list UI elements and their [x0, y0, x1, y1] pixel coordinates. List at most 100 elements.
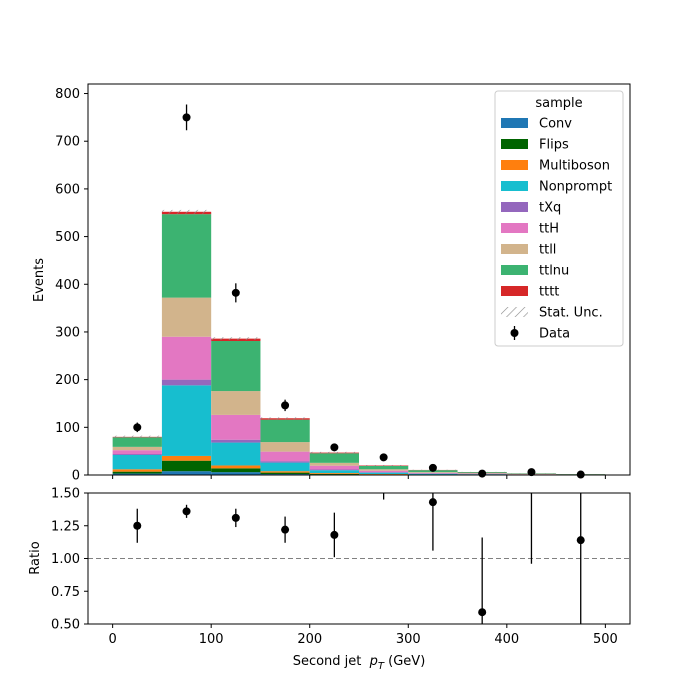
bottom-x-tick-label: 200 [297, 632, 322, 647]
legend-swatch-tttt [501, 286, 528, 296]
legend-swatch-multiboson [501, 160, 528, 170]
bar-ttll-bin-4 [309, 462, 359, 466]
data-point-3 [281, 401, 290, 410]
bottom-y-axis-label: Ratio [28, 541, 43, 574]
legend-label-nonprompt: Nonprompt [539, 180, 612, 195]
legend-label-multiboson: Multiboson [539, 159, 610, 174]
bottom-axes: 0.50 0.75 1.00 1.25 1.50 0 100 200 300 400 500 [51, 487, 631, 647]
x-axis-label-prefix: Second jet [293, 654, 370, 669]
bar-nonprompt-bin-0 [112, 454, 162, 470]
bar-tth-bin-2 [211, 414, 261, 440]
bar-tth-bin-4 [309, 465, 359, 470]
legend-swatch-tth [501, 223, 528, 233]
stat-unc-band-bin-4 [309, 451, 359, 454]
bar-txq-bin-2 [211, 439, 261, 443]
legend-swatch-nonprompt [501, 181, 528, 191]
bar-nonprompt-bin-2 [211, 442, 261, 466]
legend-swatch-txq [501, 202, 528, 212]
bottom-x-tick-label: 500 [593, 632, 618, 647]
bottom-y-tick-label: 1.00 [51, 552, 80, 567]
bar-flips-bin-0 [112, 471, 162, 474]
bar-nonprompt-bin-3 [260, 462, 310, 472]
bottom-y-tick-label: 0.50 [51, 618, 80, 633]
bar-tth-bin-5 [359, 470, 409, 473]
bar-multiboson-bin-4 [309, 473, 359, 475]
legend-label-ttlnu: ttlnu [539, 264, 569, 279]
bar-tth-bin-6 [408, 472, 458, 474]
bar-multiboson-bin-3 [260, 471, 310, 473]
data-point-7 [478, 469, 487, 478]
bottom-y-tick-label: 1.50 [51, 487, 80, 502]
legend-data-marker [510, 329, 519, 337]
legend-label-txq: tXq [539, 201, 561, 216]
data-point-2 [231, 288, 240, 297]
ratio-point-6 [428, 498, 437, 507]
top-y-tick-label: 600 [55, 182, 80, 197]
ratio-point-0 [133, 521, 142, 530]
bottom-y-tick-label: 1.25 [51, 519, 80, 534]
legend-label-stat-unc-: Stat. Unc. [539, 306, 603, 321]
bar-flips-bin-2 [211, 468, 261, 473]
bar-txq-bin-4 [309, 469, 359, 471]
data-points [133, 104, 585, 479]
legend-swatch-flips [501, 139, 528, 149]
bar-nonprompt-bin-4 [309, 470, 359, 474]
legend-label-tttt: tttt [539, 285, 559, 300]
bottom-x-tick-label: 0 [108, 632, 116, 647]
bar-tth-bin-3 [260, 451, 310, 462]
legend-label-conv: Conv [539, 117, 572, 132]
ratio-point-9 [576, 536, 585, 545]
ratio-points [133, 493, 585, 624]
ratio-point-3 [281, 525, 290, 534]
top-y-tick-label: 300 [55, 325, 80, 340]
bar-nonprompt-bin-6 [408, 473, 458, 475]
bar-multiboson-bin-0 [112, 469, 162, 472]
x-axis-label-unit: (GeV) [384, 654, 425, 669]
ratio-point-7 [478, 608, 487, 617]
top-y-tick-label: 800 [55, 87, 80, 102]
bar-ttll-bin-3 [260, 442, 310, 452]
top-plot-frame [87, 83, 631, 476]
bar-ttll-bin-0 [112, 446, 162, 451]
bar-tth-bin-0 [112, 450, 162, 455]
stat-unc-band-bin-0 [112, 435, 162, 439]
bar-ttlnu-bin-5 [359, 465, 409, 470]
bar-multiboson-bin-1 [161, 455, 212, 461]
stat-unc-band-bin-1 [161, 209, 212, 214]
bar-ttll-bin-1 [161, 297, 212, 337]
legend: sample Conv Flips Multiboson Nonprompt tXq ttH… [494, 90, 624, 347]
legend-swatch-ttll [501, 244, 528, 254]
bottom-y-tick-label: 0.75 [51, 585, 80, 600]
bar-nonprompt-bin-1 [161, 385, 212, 456]
bar-flips-bin-1 [161, 460, 212, 472]
x-axis-label: Second jet pT (GeV) [293, 654, 426, 672]
data-point-5 [379, 453, 388, 462]
bar-multiboson-bin-2 [211, 465, 261, 469]
bar-txq-bin-3 [260, 461, 310, 463]
top-y-tick-label: 200 [55, 373, 80, 388]
bottom-x-tick-label: 400 [494, 632, 519, 647]
bar-txq-bin-0 [112, 454, 162, 455]
legend-title: sample [535, 96, 582, 111]
bottom-x-tick-label: 300 [396, 632, 421, 647]
legend-swatch-conv [501, 118, 528, 128]
bar-ttlnu-bin-1 [161, 214, 212, 298]
top-y-tick-label: 400 [55, 278, 80, 293]
legend-label-data: Data [539, 327, 570, 342]
bar-conv-bin-1 [161, 471, 212, 475]
legend-box [494, 90, 624, 347]
x-axis-label-p: p [369, 654, 378, 669]
stacked-bars [112, 211, 606, 475]
bar-nonprompt-bin-5 [359, 472, 409, 475]
bar-conv-bin-0 [112, 473, 162, 475]
x-axis-label-sub: T [378, 661, 385, 672]
bar-ttll-bin-5 [359, 469, 409, 471]
data-point-8 [527, 468, 536, 477]
bar-ttlnu-bin-2 [211, 341, 261, 392]
top-y-axis-label: Events [32, 258, 47, 302]
legend-swatch-stat-unc [501, 307, 528, 317]
legend-swatch-ttlnu [501, 265, 528, 275]
legend-label-ttll: ttll [539, 243, 556, 258]
